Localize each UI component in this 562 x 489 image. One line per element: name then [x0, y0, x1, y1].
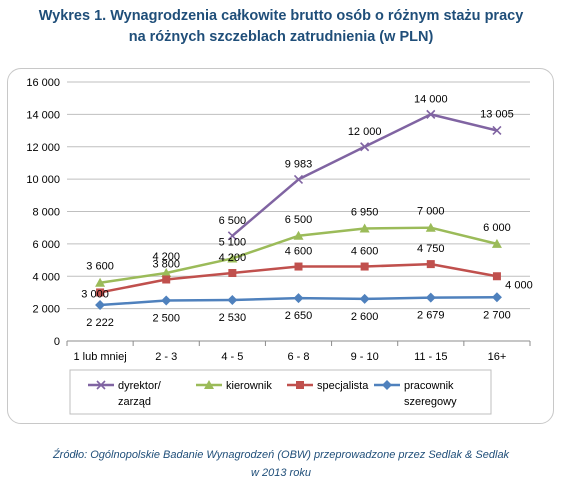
data-point [492, 125, 502, 136]
data-label: 4 600 [285, 246, 313, 258]
x-tick-label: 9 - 10 [351, 351, 379, 363]
data-point [293, 230, 304, 240]
y-tick-label: 6 000 [32, 239, 60, 251]
y-tick-label: 16 000 [26, 77, 60, 89]
data-point [492, 272, 501, 281]
legend-label: pracownik [404, 380, 454, 392]
data-point [491, 238, 502, 248]
x-tick-label: 6 - 8 [287, 351, 309, 363]
legend-marker [296, 381, 304, 389]
data-point [425, 222, 436, 232]
data-label: 3 600 [86, 261, 114, 273]
data-label: 2 500 [152, 313, 180, 325]
data-point [425, 292, 436, 303]
data-label: 4 200 [152, 251, 180, 263]
x-tick-label: 1 lub mniej [73, 351, 126, 363]
legend-marker [382, 380, 392, 390]
legend-box [69, 369, 492, 415]
data-label: 7 000 [417, 206, 445, 218]
data-point [491, 292, 502, 303]
chart-title-line-1: Wykres 1. Wynagrodzenia całkowite brutto… [38, 8, 524, 24]
source-note: Źródło: Ogólnopolskie Badanie Wynagrodze… [0, 446, 562, 482]
y-tick-label: 14 000 [26, 109, 60, 121]
data-label: 2 650 [285, 310, 313, 322]
legend-label: specjalista [317, 380, 369, 392]
data-label: 12 000 [348, 126, 382, 138]
data-label: 2 530 [219, 312, 247, 324]
data-point [161, 268, 172, 278]
data-point [227, 253, 238, 263]
data-point [227, 231, 237, 241]
data-point [359, 293, 370, 304]
y-tick-label: 4 000 [32, 271, 60, 283]
chart-title-line-2: na różnych szczeblach zatrudnienia (w PL… [128, 29, 434, 45]
data-label: 13 005 [480, 108, 514, 120]
data-point [95, 300, 106, 311]
y-tick-label: 12 000 [26, 142, 60, 154]
data-point [228, 269, 237, 278]
data-point [293, 293, 304, 304]
x-tick-label: 11 - 15 [414, 351, 447, 363]
data-label: 4 000 [505, 279, 533, 291]
data-label: 4 750 [417, 243, 445, 255]
data-point [359, 223, 370, 233]
data-label: 3 800 [152, 258, 180, 270]
data-point [426, 260, 435, 269]
legend-label: szeregowy [404, 396, 457, 408]
data-point [293, 174, 304, 184]
y-tick-label: 10 000 [26, 174, 60, 186]
y-tick-label: 2 000 [32, 304, 60, 316]
data-label: 2 600 [351, 311, 379, 323]
source-line-1: Źródło: Ogólnopolskie Badanie Wynagrodze… [52, 449, 510, 461]
x-tick-label: 4 - 5 [221, 351, 243, 363]
x-tick-label: 2 - 3 [155, 351, 177, 363]
data-point [426, 109, 436, 119]
data-label: 4 200 [219, 252, 247, 264]
data-point [360, 142, 370, 152]
source-line-2: w 2013 roku [251, 467, 311, 479]
data-label: 6 000 [483, 222, 511, 234]
data-point [96, 288, 105, 297]
data-label: 2 222 [86, 317, 114, 329]
data-label: 9 983 [285, 158, 313, 170]
data-label: 6 500 [219, 215, 247, 227]
y-tick-label: 0 [54, 336, 60, 348]
data-label: 14 000 [414, 93, 448, 105]
legend-label: zarząd [118, 396, 151, 408]
y-tick-label: 8 000 [32, 207, 60, 219]
data-label: 6 950 [351, 206, 379, 218]
data-label: 6 500 [285, 214, 313, 226]
data-point [227, 295, 238, 306]
data-point [95, 277, 106, 287]
legend-marker [204, 380, 214, 389]
data-label: 5 100 [219, 236, 247, 248]
data-point [161, 295, 172, 306]
data-label: 2 679 [417, 310, 445, 322]
data-label: 3 000 [81, 288, 109, 300]
chart-title: Wykres 1. Wynagrodzenia całkowite brutto… [0, 6, 562, 48]
x-tick-label: 16+ [488, 351, 507, 363]
data-label: 2 700 [483, 309, 511, 321]
data-label: 4 600 [351, 246, 379, 258]
chart-panel [7, 68, 554, 424]
legend-marker [96, 380, 106, 390]
legend-label: dyrektor/ [118, 380, 162, 392]
data-point [360, 262, 369, 271]
legend-label: kierownik [226, 380, 272, 392]
data-point [294, 262, 303, 271]
data-point [162, 275, 171, 284]
